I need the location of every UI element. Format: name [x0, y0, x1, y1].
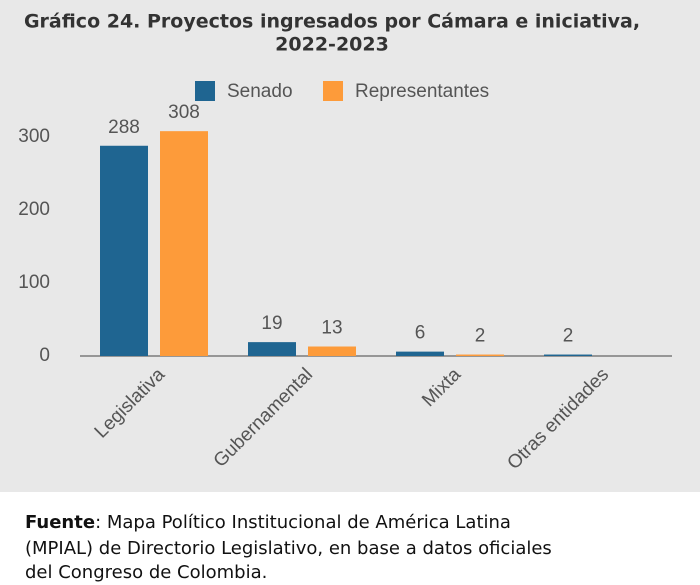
source-text: : Mapa Político Institucional de América… [95, 512, 511, 533]
bar [160, 131, 208, 356]
bar [396, 351, 444, 356]
source: Fuente: Mapa Político Institucional de A… [25, 512, 511, 533]
value-label: 288 [108, 117, 140, 138]
source-text: del Congreso de Colombia. [25, 562, 267, 583]
bar [308, 346, 356, 356]
chart-title: 2022-2023 [275, 34, 389, 56]
value-label: 2 [563, 326, 574, 347]
value-label: 13 [321, 318, 342, 339]
value-label: 6 [415, 323, 426, 344]
source-label: Fuente [25, 512, 95, 533]
value-label: 308 [168, 102, 200, 123]
bar [456, 354, 504, 356]
bar [248, 342, 296, 356]
legend-swatch [195, 81, 215, 101]
y-tick-label: 100 [18, 272, 50, 293]
y-tick-label: 200 [18, 199, 50, 220]
value-label: 19 [261, 313, 282, 334]
value-label: 2 [475, 326, 486, 347]
bar [100, 145, 148, 356]
y-tick-label: 300 [18, 126, 50, 147]
chart-title: Gráfico 24. Proyectos ingresados por Cám… [24, 11, 640, 33]
y-tick-label: 0 [39, 345, 50, 366]
source-text: (MPIAL) de Directorio Legislativo, en ba… [25, 538, 552, 559]
legend-label: Senado [227, 81, 293, 102]
legend-label: Representantes [355, 81, 489, 102]
bar [544, 354, 592, 356]
legend-swatch [323, 81, 343, 101]
